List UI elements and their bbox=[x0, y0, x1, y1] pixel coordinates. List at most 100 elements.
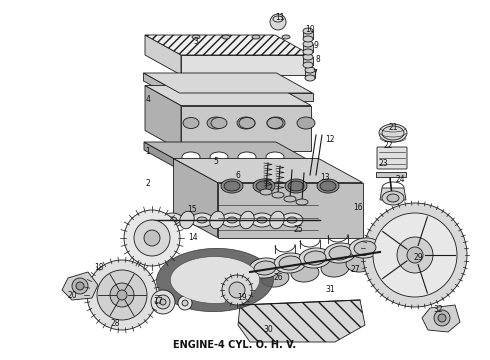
Ellipse shape bbox=[304, 251, 326, 265]
Ellipse shape bbox=[224, 181, 240, 191]
Circle shape bbox=[156, 295, 170, 309]
Ellipse shape bbox=[210, 152, 228, 162]
Ellipse shape bbox=[387, 194, 399, 202]
Ellipse shape bbox=[382, 126, 404, 140]
Ellipse shape bbox=[299, 248, 331, 268]
Text: 22: 22 bbox=[383, 140, 393, 149]
Ellipse shape bbox=[272, 192, 284, 198]
Ellipse shape bbox=[285, 179, 307, 193]
Ellipse shape bbox=[321, 259, 349, 277]
Text: 11: 11 bbox=[275, 13, 285, 22]
Text: 10: 10 bbox=[305, 26, 315, 35]
Text: 32: 32 bbox=[433, 306, 443, 315]
Circle shape bbox=[397, 237, 433, 273]
Circle shape bbox=[72, 278, 88, 294]
Circle shape bbox=[151, 290, 175, 314]
Ellipse shape bbox=[237, 117, 255, 129]
Ellipse shape bbox=[354, 241, 376, 255]
Circle shape bbox=[373, 213, 457, 297]
FancyBboxPatch shape bbox=[377, 147, 407, 169]
Ellipse shape bbox=[161, 213, 183, 227]
Polygon shape bbox=[238, 300, 365, 342]
Ellipse shape bbox=[349, 238, 381, 258]
Text: 12: 12 bbox=[325, 135, 335, 144]
Ellipse shape bbox=[256, 181, 272, 191]
Text: 19: 19 bbox=[237, 293, 247, 302]
Circle shape bbox=[97, 270, 147, 320]
Polygon shape bbox=[181, 55, 311, 75]
Ellipse shape bbox=[182, 152, 200, 162]
Ellipse shape bbox=[303, 54, 313, 60]
Text: 5: 5 bbox=[214, 158, 219, 166]
Polygon shape bbox=[181, 105, 311, 150]
Ellipse shape bbox=[382, 191, 404, 205]
Ellipse shape bbox=[197, 217, 207, 223]
Text: 26: 26 bbox=[273, 274, 283, 283]
Polygon shape bbox=[156, 248, 273, 312]
Circle shape bbox=[229, 282, 245, 298]
Ellipse shape bbox=[282, 35, 290, 39]
Ellipse shape bbox=[324, 243, 356, 263]
Bar bbox=[376, 172, 406, 177]
Polygon shape bbox=[145, 85, 181, 150]
Bar bbox=[303, 44, 313, 52]
Circle shape bbox=[117, 290, 127, 300]
Ellipse shape bbox=[288, 181, 304, 191]
Ellipse shape bbox=[267, 117, 283, 129]
Text: 30: 30 bbox=[263, 325, 273, 334]
Circle shape bbox=[76, 282, 84, 290]
Polygon shape bbox=[145, 85, 311, 105]
Circle shape bbox=[178, 296, 192, 310]
Polygon shape bbox=[145, 35, 181, 75]
Polygon shape bbox=[171, 257, 260, 303]
Ellipse shape bbox=[221, 213, 243, 227]
Ellipse shape bbox=[270, 211, 284, 229]
Polygon shape bbox=[180, 162, 312, 170]
Bar bbox=[305, 70, 315, 78]
Ellipse shape bbox=[210, 211, 224, 229]
Text: 28: 28 bbox=[110, 319, 120, 328]
Polygon shape bbox=[380, 188, 406, 200]
Polygon shape bbox=[422, 305, 460, 332]
Ellipse shape bbox=[274, 253, 306, 273]
Ellipse shape bbox=[303, 28, 313, 34]
Ellipse shape bbox=[254, 261, 276, 275]
Ellipse shape bbox=[287, 217, 297, 223]
Text: 18: 18 bbox=[94, 264, 104, 273]
Ellipse shape bbox=[297, 117, 315, 129]
Text: 9: 9 bbox=[314, 40, 318, 49]
Circle shape bbox=[110, 283, 134, 307]
Ellipse shape bbox=[227, 217, 237, 223]
Ellipse shape bbox=[249, 258, 281, 278]
Text: 17: 17 bbox=[153, 297, 163, 306]
Ellipse shape bbox=[167, 217, 177, 223]
Circle shape bbox=[363, 203, 467, 307]
Ellipse shape bbox=[273, 16, 283, 22]
Ellipse shape bbox=[239, 117, 255, 129]
Circle shape bbox=[144, 230, 160, 246]
Ellipse shape bbox=[192, 35, 200, 39]
Ellipse shape bbox=[284, 196, 296, 202]
Text: 27: 27 bbox=[350, 266, 360, 274]
Circle shape bbox=[87, 260, 157, 330]
Polygon shape bbox=[144, 142, 180, 170]
Ellipse shape bbox=[305, 67, 315, 73]
Ellipse shape bbox=[267, 117, 285, 129]
Ellipse shape bbox=[253, 179, 275, 193]
Ellipse shape bbox=[303, 49, 313, 55]
Ellipse shape bbox=[320, 181, 336, 191]
Ellipse shape bbox=[222, 35, 230, 39]
Text: 14: 14 bbox=[188, 234, 198, 243]
Circle shape bbox=[160, 299, 166, 305]
Text: 13: 13 bbox=[320, 174, 330, 183]
Ellipse shape bbox=[238, 152, 256, 162]
Ellipse shape bbox=[211, 117, 227, 129]
Circle shape bbox=[438, 314, 446, 322]
Text: 4: 4 bbox=[146, 95, 150, 104]
Text: 15: 15 bbox=[187, 206, 197, 215]
Text: 25: 25 bbox=[293, 225, 303, 234]
Circle shape bbox=[134, 220, 170, 256]
Text: 6: 6 bbox=[236, 171, 241, 180]
Text: 2: 2 bbox=[146, 179, 150, 188]
Ellipse shape bbox=[303, 62, 313, 68]
